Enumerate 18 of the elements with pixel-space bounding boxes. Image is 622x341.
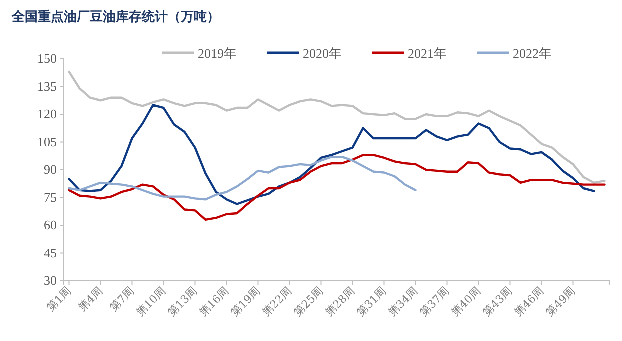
line-series	[68, 104, 596, 206]
legend-label: 2022年	[513, 46, 552, 61]
line-series	[68, 154, 606, 222]
y-tick-label: 105	[38, 134, 57, 150]
y-tick-label: 75	[44, 190, 57, 205]
y-tick-label: 45	[44, 245, 57, 260]
line-series	[68, 70, 606, 184]
line-series	[68, 156, 417, 201]
legend-label: 2019年	[198, 46, 237, 61]
legend-label: 2021年	[408, 46, 447, 61]
y-tick-label: 60	[44, 218, 57, 233]
x-tick-label: 第4周	[76, 284, 106, 314]
legend-label: 2020年	[303, 46, 342, 61]
y-tick-label: 135	[38, 78, 57, 94]
y-tick-label: 120	[38, 106, 57, 122]
y-tick-label: 90	[44, 162, 57, 178]
y-tick-label: 150	[38, 51, 57, 66]
chart-title: 全国重点油厂豆油库存统计（万吨）	[11, 9, 220, 25]
